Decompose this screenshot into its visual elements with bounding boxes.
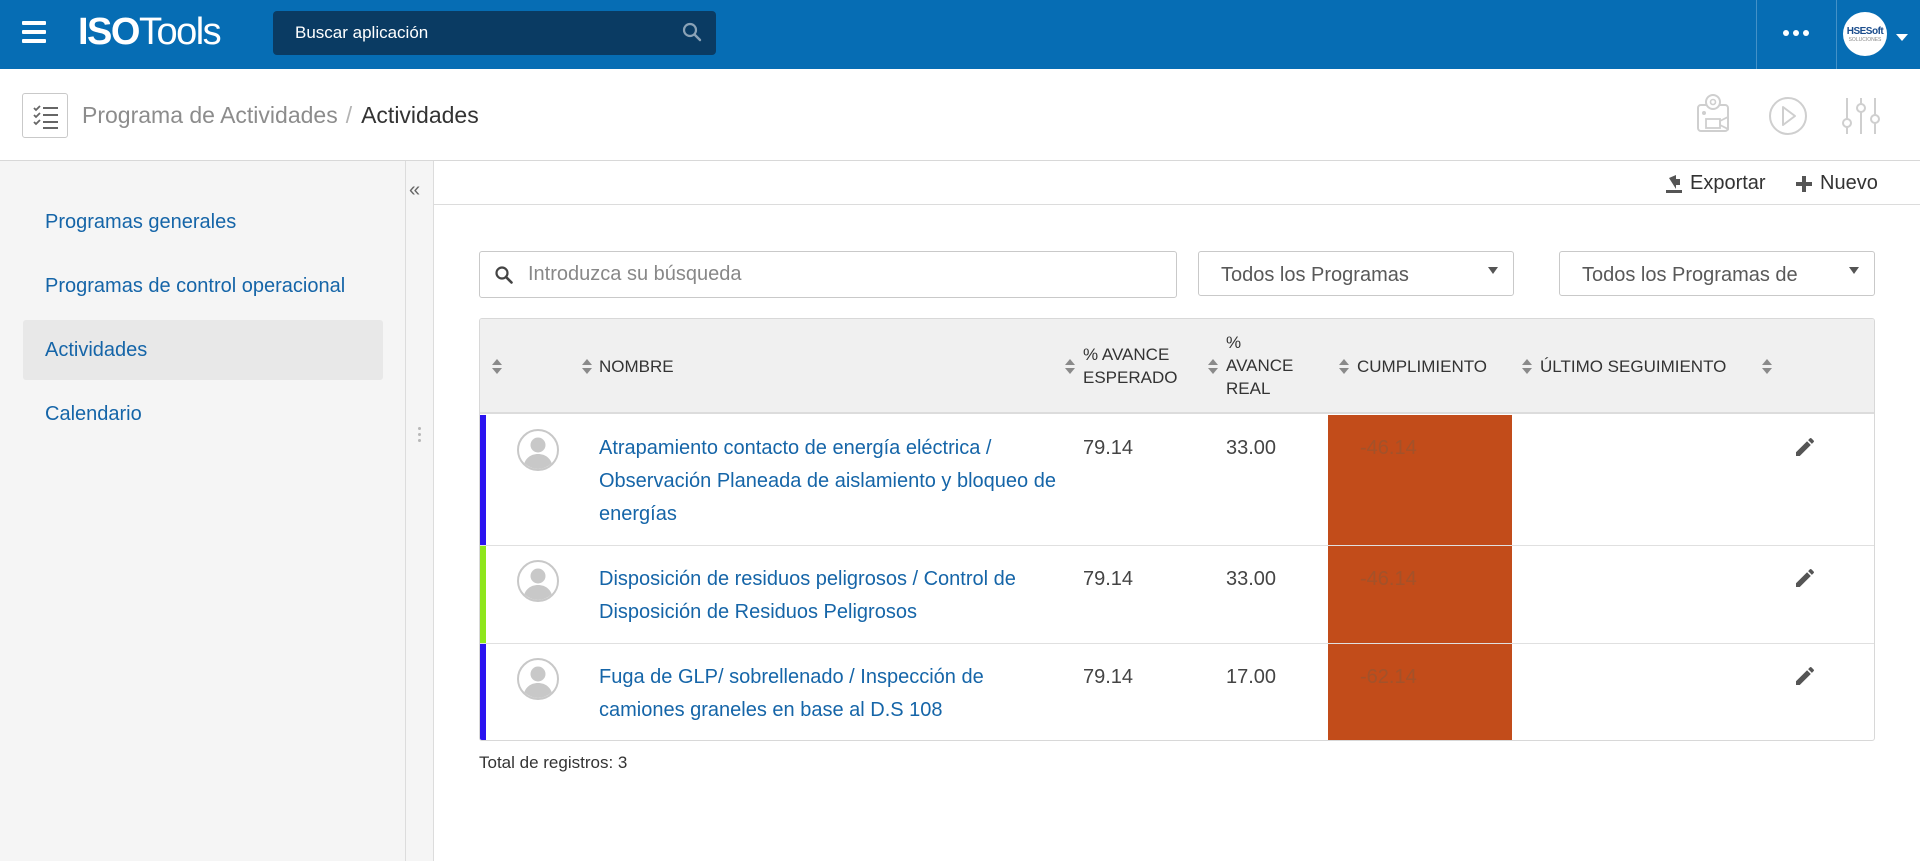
- avance-real-value: 17.00: [1226, 666, 1277, 688]
- sidebar-item-programas-generales[interactable]: Programas generales: [45, 211, 237, 233]
- play-icon[interactable]: [1765, 93, 1811, 139]
- topbar-divider: [1836, 0, 1837, 69]
- table-header: NOMBRE % AVANCE ESPERADO % AVANCE REAL C…: [480, 319, 1874, 414]
- page-header: Programa de Actividades / Actividades: [0, 69, 1920, 161]
- column-header-ultimo-seguimiento[interactable]: ÚLTIMO SEGUIMIENTO: [1540, 357, 1727, 376]
- app-search-input[interactable]: [273, 11, 716, 55]
- activities-table: NOMBRE % AVANCE ESPERADO % AVANCE REAL C…: [479, 318, 1875, 741]
- column-header-avance-real[interactable]: % AVANCE REAL: [1226, 331, 1293, 400]
- chevron-down-icon: [1488, 267, 1498, 274]
- user-avatar[interactable]: HSESoft SOLUCIONES: [1843, 12, 1887, 56]
- user-avatar-icon: [517, 658, 559, 700]
- column-header-avance-real-line1: %: [1226, 333, 1242, 352]
- app-search-box: [273, 11, 716, 55]
- cumplimiento-value: -46.14: [1360, 437, 1417, 459]
- records-search-input[interactable]: [480, 252, 1176, 297]
- records-search-box: [479, 251, 1177, 298]
- row-status-bar: [480, 546, 486, 643]
- cumplimiento-cell: -46.14: [1328, 546, 1512, 643]
- user-avatar-icon: [517, 429, 559, 471]
- edit-pencil-icon[interactable]: [1793, 566, 1817, 595]
- new-label: Nuevo: [1820, 172, 1878, 194]
- isotools-logo[interactable]: ISOTools: [78, 11, 222, 53]
- user-avatar-icon: [517, 560, 559, 602]
- cumplimiento-value: -62.14: [1360, 666, 1417, 688]
- cumplimiento-cell: -62.14: [1328, 644, 1512, 740]
- table-row[interactable]: Atrapamiento contacto de energía eléctri…: [480, 415, 1874, 546]
- page-title: Actividades: [361, 102, 479, 128]
- top-navbar: ISOTools HSESoft SOLUCIONES: [0, 0, 1920, 69]
- activity-name-link[interactable]: Disposición de residuos peligrosos / Con…: [599, 568, 1016, 623]
- programs-dropdown-value: Todos los Programas: [1221, 264, 1409, 286]
- column-header-nombre[interactable]: NOMBRE: [599, 357, 674, 376]
- column-header-avance-esperado-line2: ESPERADO: [1083, 368, 1178, 387]
- table-row[interactable]: Fuga de GLP/ sobrellenado / Inspección d…: [480, 644, 1874, 740]
- programs-dropdown[interactable]: Todos los Programas: [1198, 251, 1514, 296]
- sidebar-divider: [405, 161, 406, 861]
- sort-icon-actions[interactable]: [1762, 359, 1772, 375]
- edit-pencil-icon[interactable]: [1793, 435, 1817, 464]
- module-checklist-icon[interactable]: [22, 93, 68, 138]
- export-label: Exportar: [1690, 172, 1766, 194]
- topbar-divider: [1756, 0, 1757, 69]
- plus-icon: [1796, 175, 1812, 192]
- video-tutorial-icon[interactable]: [1694, 93, 1740, 139]
- sidebar-item-actividades[interactable]: Actividades: [23, 320, 383, 380]
- column-header-cumplimiento[interactable]: CUMPLIMIENTO: [1357, 357, 1488, 376]
- resize-handle[interactable]: [418, 427, 421, 442]
- table-row[interactable]: Disposición de residuos peligrosos / Con…: [480, 546, 1874, 644]
- avance-real-value: 33.00: [1226, 437, 1277, 459]
- sidebar-item-programas-control-operacional[interactable]: Programas de control operacional: [45, 275, 346, 297]
- column-header-avance-esperado[interactable]: % AVANCE ESPERADO: [1083, 343, 1177, 389]
- avatar-brand-text: HSESoft: [1846, 26, 1884, 37]
- avance-real-value: 33.00: [1226, 568, 1277, 590]
- collapse-sidebar-icon[interactable]: «: [409, 179, 421, 201]
- content-divider: [433, 161, 434, 861]
- row-status-bar: [480, 415, 486, 545]
- sort-icon-avance-esperado[interactable]: [1065, 359, 1075, 375]
- activity-name-link[interactable]: Atrapamiento contacto de energía eléctri…: [599, 437, 1056, 525]
- sidebar-item-calendario[interactable]: Calendario: [45, 403, 142, 425]
- sort-icon-cumplimiento[interactable]: [1339, 359, 1349, 375]
- cumplimiento-value: -46.14: [1360, 568, 1417, 590]
- cumplimiento-cell: -46.14: [1328, 415, 1512, 545]
- toolbar-divider: [434, 204, 1920, 205]
- export-button[interactable]: Exportar: [1665, 172, 1766, 195]
- programs-de-dropdown-value: Todos los Programas de: [1582, 264, 1798, 286]
- sort-icon-status[interactable]: [492, 359, 502, 375]
- programs-de-dropdown[interactable]: Todos los Programas de: [1559, 251, 1875, 296]
- avance-esperado-value: 79.14: [1083, 666, 1134, 688]
- sidebar-gutter: [406, 161, 433, 861]
- breadcrumb: Programa de Actividades / Actividades: [82, 102, 479, 129]
- settings-sliders-icon[interactable]: [1838, 93, 1884, 139]
- activity-name-link[interactable]: Fuga de GLP/ sobrellenado / Inspección d…: [599, 666, 984, 721]
- total-records: Total de registros: 3: [479, 753, 628, 772]
- column-header-avance-esperado-line1: % AVANCE: [1083, 345, 1170, 364]
- avatar-brand-subtext: SOLUCIONES: [1848, 37, 1882, 43]
- column-header-avance-real-line3: REAL: [1226, 379, 1271, 398]
- column-header-avance-real-line2: AVANCE: [1226, 356, 1294, 375]
- sort-icon-ultimo-seguimiento[interactable]: [1522, 359, 1532, 375]
- avance-esperado-value: 79.14: [1083, 437, 1134, 459]
- row-status-bar: [480, 644, 486, 740]
- sidebar: Programas generales Programas de control…: [0, 161, 405, 861]
- avance-esperado-value: 79.14: [1083, 568, 1134, 590]
- breadcrumb-parent-link[interactable]: Programa de Actividades: [82, 102, 338, 128]
- sort-icon-nombre[interactable]: [582, 359, 592, 375]
- hamburger-menu-icon[interactable]: [22, 21, 46, 45]
- more-options-icon[interactable]: [1778, 23, 1814, 43]
- new-button[interactable]: Nuevo: [1795, 172, 1878, 195]
- chevron-down-icon: [1849, 267, 1859, 274]
- breadcrumb-separator: /: [345, 102, 353, 128]
- user-menu-caret-icon[interactable]: [1896, 34, 1908, 41]
- sort-icon-avance-real[interactable]: [1208, 359, 1218, 375]
- edit-pencil-icon[interactable]: [1793, 664, 1817, 693]
- search-icon[interactable]: [682, 22, 702, 47]
- export-icon: [1666, 174, 1682, 193]
